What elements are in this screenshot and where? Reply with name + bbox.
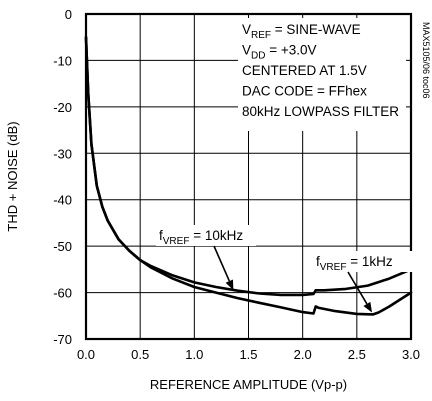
series-label-background-0 [156, 225, 256, 246]
tick-labels: 0.0 0.5 1.0 1.5 2.0 2.5 3.0 0 -10 -20 -30 -40 -50 -60… [53, 7, 420, 362]
x-tick-label-6: 3.0 [402, 347, 420, 362]
y-tick-label-3: -30 [53, 146, 72, 161]
plot-frame [84, 12, 413, 341]
conditions-background [238, 18, 406, 131]
series-label-background-1 [313, 251, 413, 272]
x-tick-label-5: 2.5 [348, 347, 366, 362]
series-label-1: fVREF = 1kHz [316, 254, 393, 273]
x-tick-label-1: 0.5 [131, 347, 149, 362]
series-label-0: fVREF = 10kHz [159, 228, 243, 247]
x-axis-title: REFERENCE AMPLITUDE (Vp-p) [150, 377, 347, 392]
series-layer [84, 35, 413, 316]
y-tick-label-1: -10 [53, 53, 72, 68]
condition-line-0: VREF = SINE-WAVE [242, 22, 361, 41]
series-arrow-head-1 [363, 301, 372, 313]
x-tick-label-0: 0.0 [77, 347, 95, 362]
condition-line-3: DAC CODE = FFhex [242, 84, 367, 99]
condition-line-1: VDD = +3.0V [242, 43, 317, 62]
figure-id: MAX5105/06 toc06 [421, 22, 431, 99]
y-tick-label-0: 0 [65, 7, 72, 22]
series-arrow-head-0 [225, 279, 234, 291]
y-axis-title: THD + NOISE (dB) [5, 121, 20, 231]
y-tick-label-5: -50 [53, 239, 72, 254]
x-tick-label-2: 1.0 [185, 347, 203, 362]
condition-line-2: CENTERED AT 1.5V [242, 63, 367, 78]
condition-line-4: 80kHz LOWPASS FILTER [242, 104, 399, 119]
y-tick-label-7: -70 [53, 332, 72, 347]
series-annotations: fVREF = 10kHz fVREF = 1kHz [156, 225, 413, 313]
x-tick-label-3: 1.5 [239, 347, 257, 362]
x-tick-label-4: 2.0 [294, 347, 312, 362]
series-arrow-shaft-1 [347, 271, 368, 305]
y-tick-label-6: -60 [53, 286, 72, 301]
series-line-1 [84, 35, 413, 316]
y-tick-label-2: -20 [53, 100, 72, 115]
y-tick-label-4: -40 [53, 193, 72, 208]
series-arrow-shaft-0 [213, 245, 231, 282]
